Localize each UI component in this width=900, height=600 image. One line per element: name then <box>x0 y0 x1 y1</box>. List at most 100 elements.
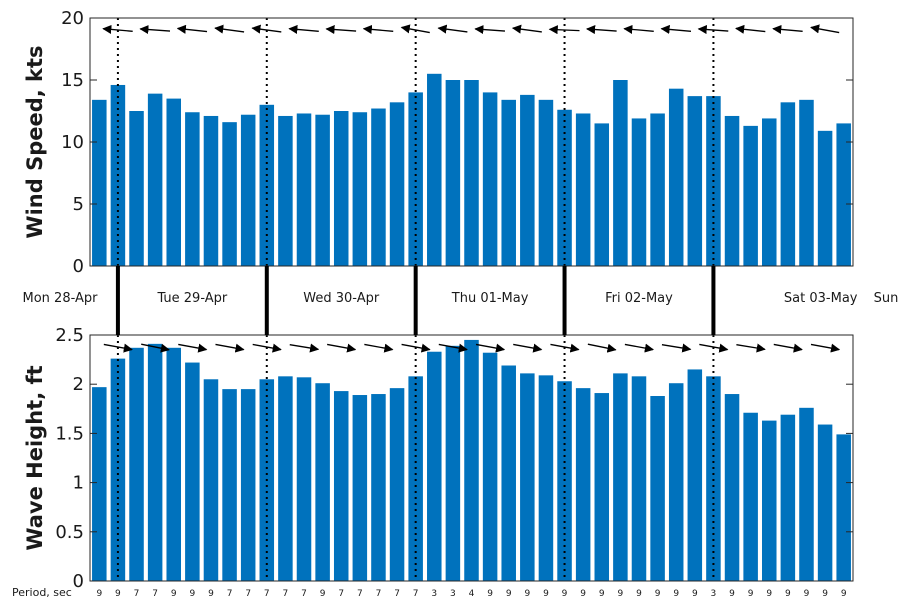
wave-bar <box>464 339 479 581</box>
wind-direction-arrow <box>176 24 208 34</box>
wind-direction-arrow <box>362 24 394 34</box>
wave-bar <box>240 389 256 581</box>
wind-bar <box>445 80 461 266</box>
wave-direction-arrow <box>289 343 320 353</box>
wave-bar <box>501 365 516 581</box>
wave-bar <box>836 434 851 581</box>
wave-direction-arrow <box>252 343 282 353</box>
day-label: Thu 01-May <box>451 291 529 306</box>
wave-bar <box>389 388 405 581</box>
wind-bar <box>836 123 851 267</box>
wave-axes-box <box>89 334 854 582</box>
wind-bar <box>315 114 330 266</box>
wave-ytick-label: 2.5 <box>55 325 84 346</box>
wind-bar <box>296 113 312 266</box>
wind-direction-arrow <box>586 24 617 35</box>
period-value: 9 <box>822 589 828 599</box>
wind-bar <box>761 118 777 266</box>
wind-direction-arrow <box>660 24 692 34</box>
period-value: 3 <box>450 589 456 599</box>
wave-bar <box>817 424 833 581</box>
wind-bar <box>259 104 275 266</box>
period-value: 9 <box>115 589 121 599</box>
period-value: 9 <box>599 589 605 599</box>
period-value: 7 <box>152 589 158 599</box>
wind-ytick-label: 20 <box>61 8 84 29</box>
wind-direction-arrow <box>139 24 171 35</box>
wave-direction-arrow <box>699 343 729 353</box>
wave-bar <box>278 376 293 581</box>
wave-bar <box>333 391 349 581</box>
wave-bar <box>203 379 219 581</box>
wind-bar <box>371 108 386 267</box>
wave-bar <box>724 394 740 581</box>
wave-direction-arrow <box>475 343 506 353</box>
wind-bar <box>501 99 516 266</box>
wind-ytick-label: 15 <box>61 70 84 91</box>
wave-direction-arrow <box>587 343 617 353</box>
wave-bar <box>706 376 721 581</box>
wind-bar <box>724 115 740 267</box>
period-value: 7 <box>394 589 400 599</box>
period-value: 9 <box>171 589 177 599</box>
wind-bar <box>333 111 349 266</box>
period-value: 9 <box>655 589 661 599</box>
wave-bar <box>557 381 572 581</box>
wave-ytick-label: 1 <box>73 473 84 494</box>
period-value: 9 <box>729 589 735 599</box>
wave-direction-arrow <box>215 343 245 353</box>
wave-direction-arrow <box>438 343 468 353</box>
period-value: 9 <box>841 589 847 599</box>
wave-direction-arrow <box>103 343 133 353</box>
wave-direction-arrow <box>810 343 841 353</box>
day-label: Sat 03-May <box>784 291 858 306</box>
wave-bar <box>520 373 535 581</box>
wave-bar <box>371 394 386 581</box>
period-value: 9 <box>748 589 754 599</box>
wave-direction-arrow <box>550 343 580 353</box>
period-value: 9 <box>524 589 530 599</box>
wave-bar <box>538 375 554 581</box>
wind-bar <box>352 112 368 267</box>
wave-bar <box>408 376 423 581</box>
wind-bar <box>166 98 182 266</box>
wave-bar <box>147 343 163 581</box>
period-value: 9 <box>543 589 549 599</box>
period-value: 7 <box>301 589 307 599</box>
wind-bar <box>203 115 219 267</box>
period-value: 9 <box>320 589 326 599</box>
wind-direction-arrow <box>102 24 133 34</box>
wave-ytick-label: 0.5 <box>55 522 84 543</box>
wave-bar <box>761 420 777 581</box>
period-value: 7 <box>134 589 140 599</box>
wind-bar <box>817 130 833 266</box>
wind-bar <box>520 94 535 266</box>
wind-direction-arrow <box>437 24 468 34</box>
period-value: 9 <box>785 589 791 599</box>
wind-direction-arrow <box>251 24 282 34</box>
wind-bar <box>780 102 796 266</box>
wind-bar <box>631 118 647 266</box>
wind-bar <box>389 102 405 266</box>
wind-bar <box>147 93 163 266</box>
wind-bar <box>408 92 423 267</box>
day-label: Fri 02-May <box>605 291 673 306</box>
wave-direction-arrow <box>736 343 766 353</box>
wind-bar <box>185 112 200 267</box>
wind-bar <box>538 99 554 266</box>
day-label: Sun <box>874 291 899 306</box>
period-value: 9 <box>692 589 698 599</box>
wind-direction-arrow <box>810 24 840 34</box>
wind-ytick-label: 5 <box>73 194 84 215</box>
wind-ytick-label: 0 <box>73 256 84 277</box>
wave-direction-arrow <box>327 343 357 353</box>
period-value: 9 <box>562 589 568 599</box>
period-value: 3 <box>711 589 717 599</box>
period-value: 7 <box>227 589 233 599</box>
wave-bar <box>315 383 330 581</box>
wind-direction-arrow <box>400 24 430 34</box>
period-value: 9 <box>96 589 102 599</box>
wave-bar <box>166 347 182 581</box>
wave-bar <box>799 407 814 581</box>
